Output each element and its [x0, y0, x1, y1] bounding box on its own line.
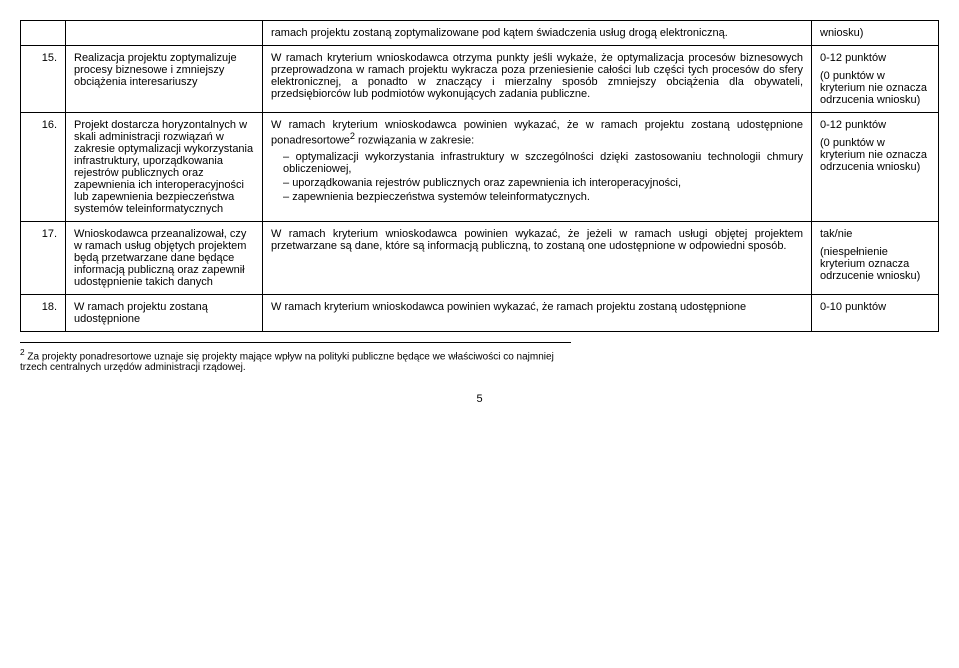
row-number: 18.: [21, 295, 66, 332]
list-item: uporządkowania rejestrów publicznych ora…: [283, 177, 803, 189]
row-desc: ramach projektu zostaną zoptymalizowane …: [263, 21, 812, 46]
bullet-list: optymalizacji wykorzystania infrastruktu…: [271, 151, 803, 203]
row-number: [21, 21, 66, 46]
points-note: (0 punktów w kryterium nie oznacza odrzu…: [820, 137, 930, 173]
row-points: 0-10 punktów: [812, 295, 939, 332]
footnote-text: Za projekty ponadresortowe uznaje się pr…: [20, 351, 554, 373]
row-points: tak/nie (niespełnienie kryterium oznacza…: [812, 222, 939, 295]
row-number: 17.: [21, 222, 66, 295]
row-desc: W ramach kryterium wnioskodawca powinien…: [263, 295, 812, 332]
list-item: optymalizacji wykorzystania infrastruktu…: [283, 151, 803, 175]
desc-intro-text2: rozwiązania w zakresie:: [355, 135, 474, 147]
points-main: tak/nie: [820, 228, 930, 240]
row-number: 16.: [21, 113, 66, 222]
row-points: 0-12 punktów (0 punktów w kryterium nie …: [812, 113, 939, 222]
row-desc: W ramach kryterium wnioskodawca powinien…: [263, 222, 812, 295]
row-desc: W ramach kryterium wnioskodawca otrzyma …: [263, 46, 812, 113]
table-row: 15. Realizacja projektu zoptymalizuje pr…: [21, 46, 939, 113]
table-row: 18. W ramach projektu zostaną udostępnio…: [21, 295, 939, 332]
table-row: ramach projektu zostaną zoptymalizowane …: [21, 21, 939, 46]
table-row: 16. Projekt dostarcza horyzontalnych w s…: [21, 113, 939, 222]
footnote: 2 Za projekty ponadresortowe uznaje się …: [20, 342, 571, 373]
points-main: 0-12 punktów: [820, 52, 930, 64]
row-points: 0-12 punktów (0 punktów w kryterium nie …: [812, 46, 939, 113]
table-row: 17. Wnioskodawca przeanalizował, czy w r…: [21, 222, 939, 295]
row-desc: W ramach kryterium wnioskodawca powinien…: [263, 113, 812, 222]
row-title: W ramach projektu zostaną udostępnione: [66, 295, 263, 332]
row-number: 15.: [21, 46, 66, 113]
row-title: Realizacja projektu zoptymalizuje proces…: [66, 46, 263, 113]
row-title: [66, 21, 263, 46]
row-title: Projekt dostarcza horyzontalnych w skali…: [66, 113, 263, 222]
points-main: 0-10 punktów: [820, 301, 930, 313]
points-note: (niespełnienie kryterium oznacza odrzuce…: [820, 246, 930, 282]
row-points: wniosku): [812, 21, 939, 46]
list-item: zapewnienia bezpieczeństwa systemów tele…: [283, 191, 803, 203]
criteria-table: ramach projektu zostaną zoptymalizowane …: [20, 20, 939, 332]
points-main: 0-12 punktów: [820, 119, 930, 131]
page-number: 5: [20, 393, 939, 405]
desc-intro: W ramach kryterium wnioskodawca powinien…: [271, 119, 803, 147]
row-title: Wnioskodawca przeanalizował, czy w ramac…: [66, 222, 263, 295]
points-note: (0 punktów w kryterium nie oznacza odrzu…: [820, 70, 930, 106]
